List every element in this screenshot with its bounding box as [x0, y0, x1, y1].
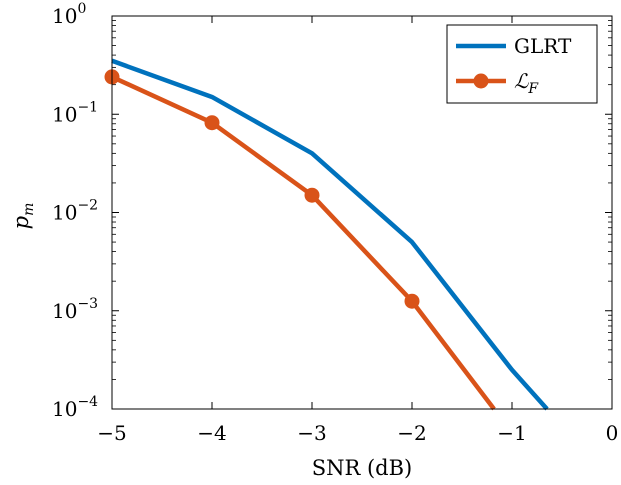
y-tick-label: 10−3 [52, 296, 98, 323]
y-axis-label: pm [9, 203, 37, 230]
y-tick-label: 100 [52, 1, 86, 28]
legend-marker-lf [473, 73, 489, 89]
x-tick-label: −4 [197, 421, 226, 445]
x-tick-label: −5 [97, 421, 126, 445]
series-line-glrt [111, 58, 549, 411]
legend-label-glrt: GLRT [514, 34, 572, 58]
legend-item-glrt: GLRT [456, 34, 572, 58]
x-tick-label: 0 [606, 421, 619, 445]
minor-ticks [112, 20, 612, 380]
data-point-lf [304, 187, 320, 203]
series-line-lf [111, 74, 496, 411]
legend-label-lf: ℒF [514, 69, 539, 97]
legend: GLRT ℒF [446, 24, 598, 104]
legend-item-lf: ℒF [456, 69, 539, 97]
y-tick-label: 10−1 [52, 99, 98, 126]
data-point-lf [204, 115, 220, 131]
legend-box [446, 24, 598, 104]
tick-labels: 100 10−1 10−2 10−3 10−4−5 −4 −3 −2 −1 0 [52, 1, 618, 445]
y-tick-label: 10−4 [52, 394, 98, 421]
plot-frame [111, 15, 613, 410]
x-tick-label: −1 [497, 421, 526, 445]
y-tick-label: 10−2 [52, 198, 98, 225]
x-tick-label: −2 [397, 421, 426, 445]
x-tick-label: −3 [297, 421, 326, 445]
series-layer [104, 58, 549, 411]
data-point-lf [404, 293, 420, 309]
x-axis-label: SNR (dB) [312, 456, 413, 480]
